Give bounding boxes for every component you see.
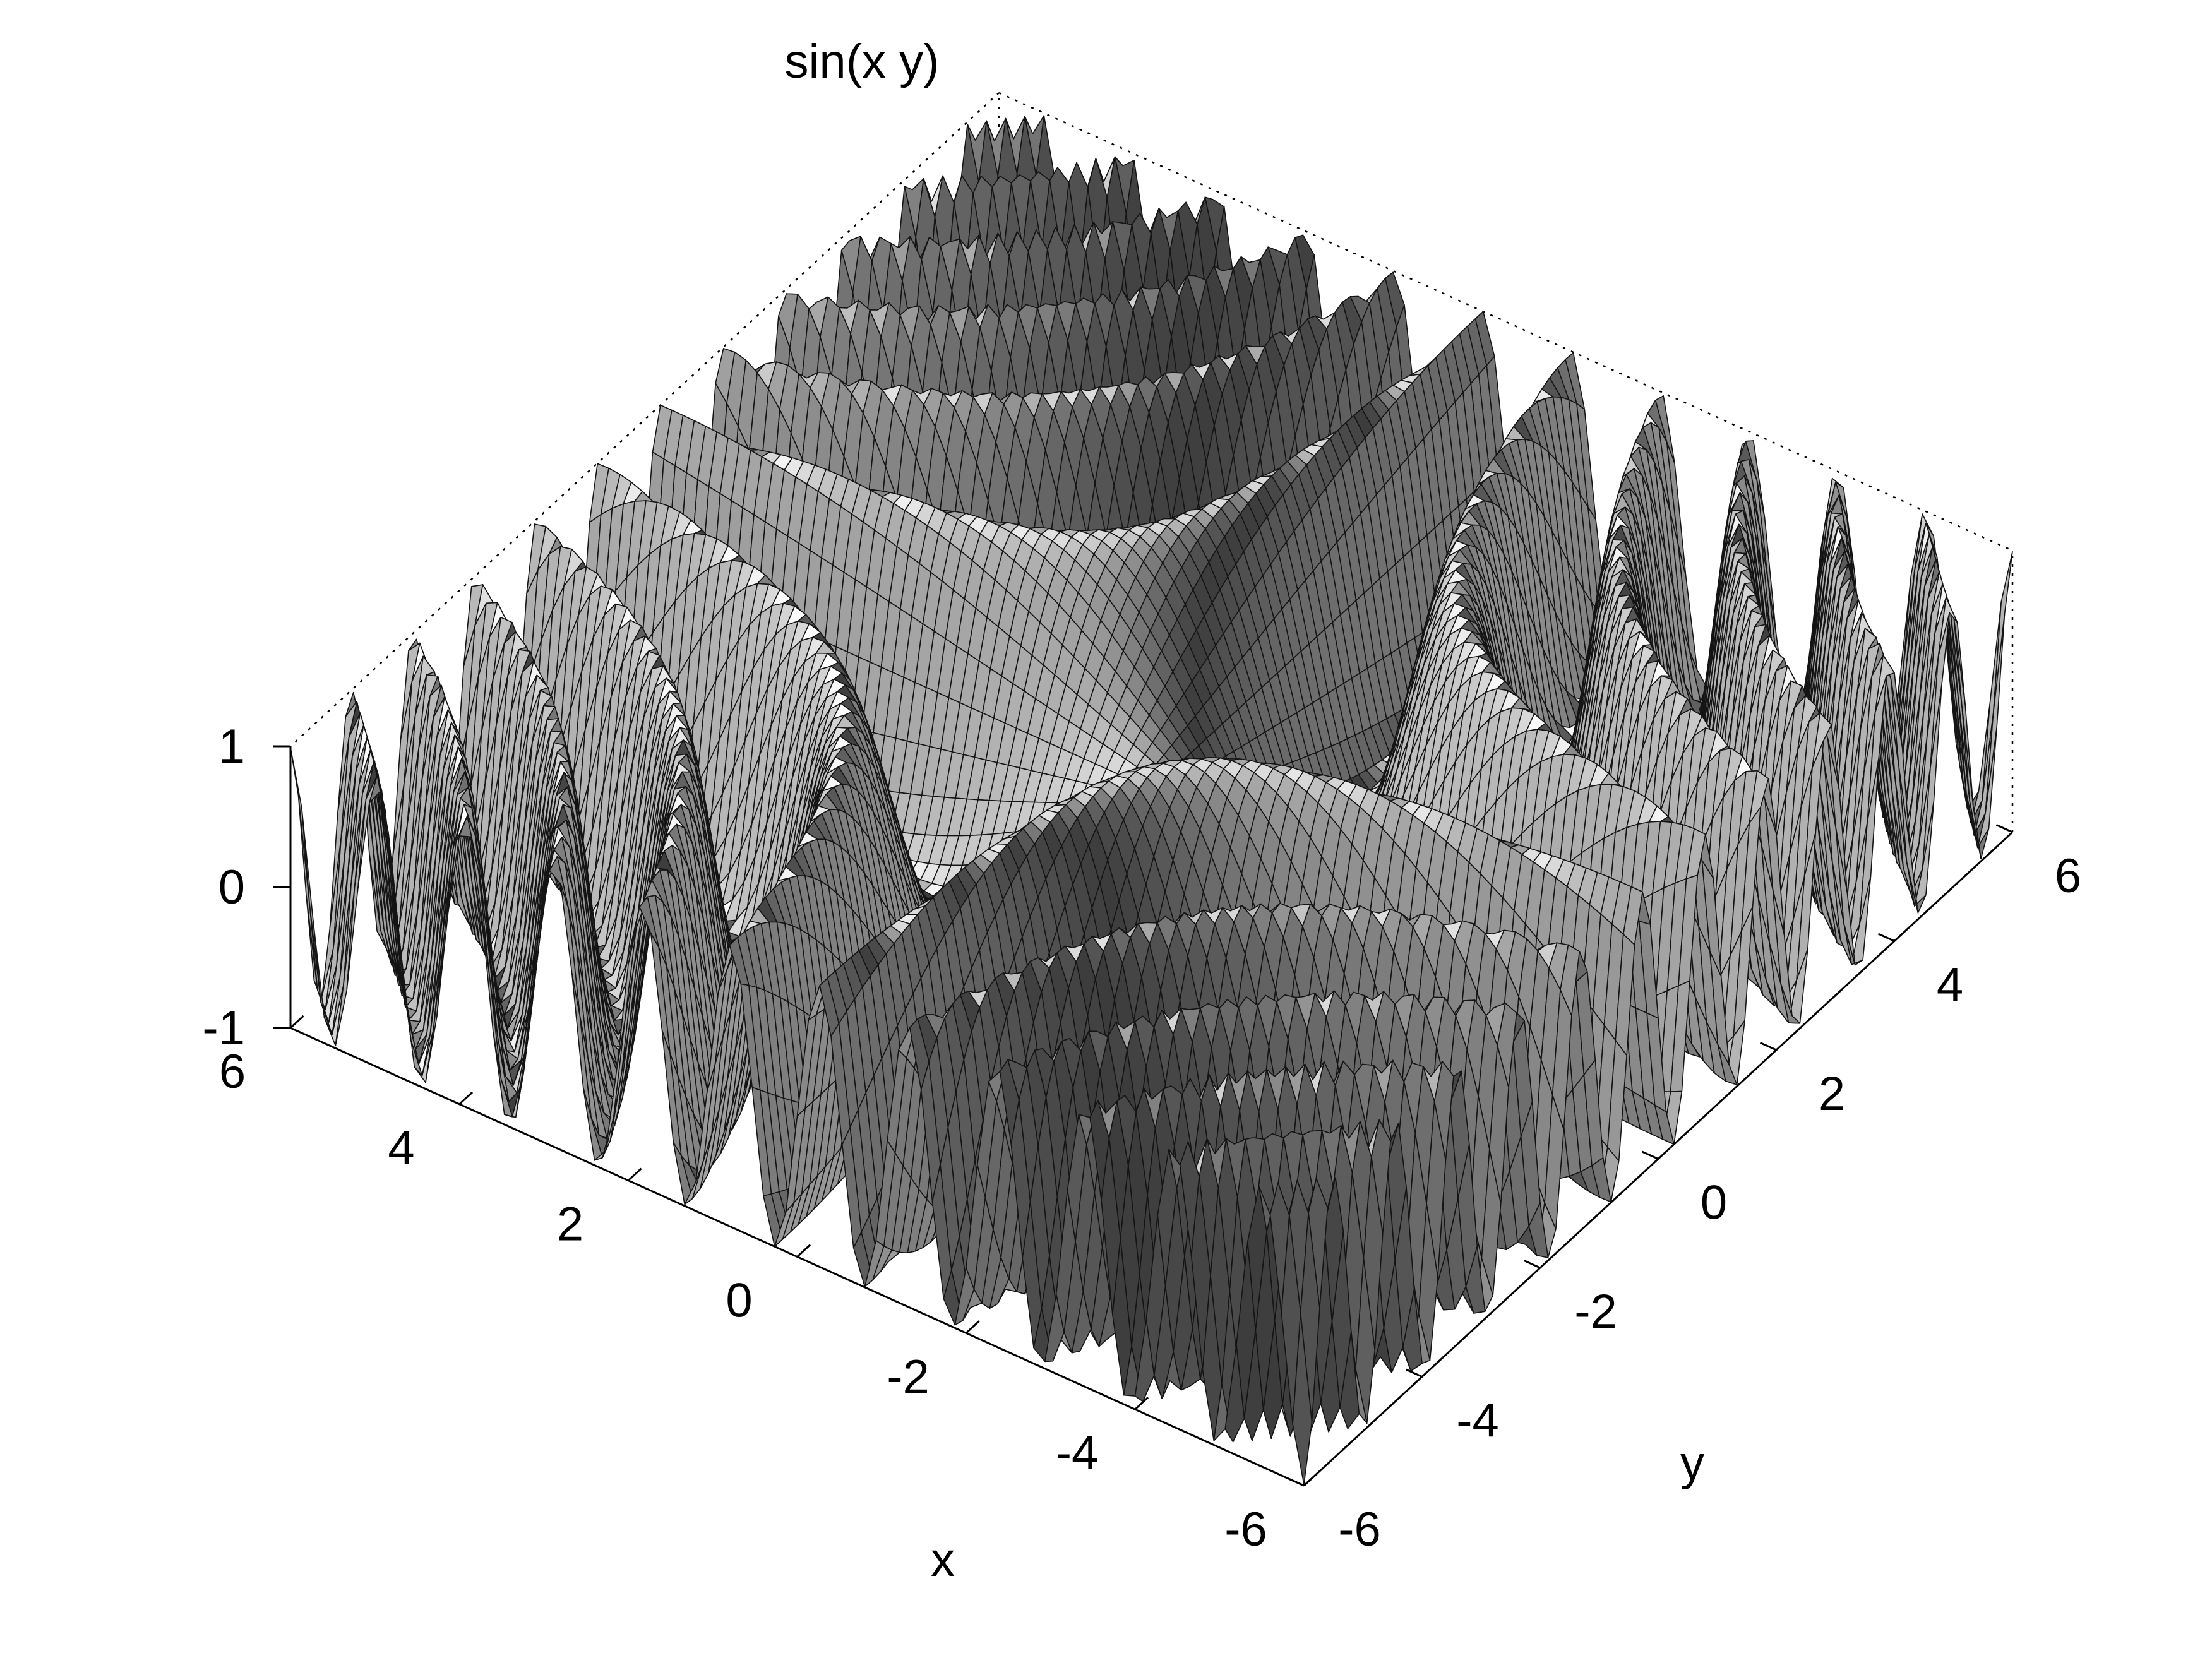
mesh-cell (290, 747, 311, 905)
surface-mesh (290, 115, 2013, 1485)
axes-box (289, 92, 2014, 1028)
box-edge (290, 92, 1000, 747)
